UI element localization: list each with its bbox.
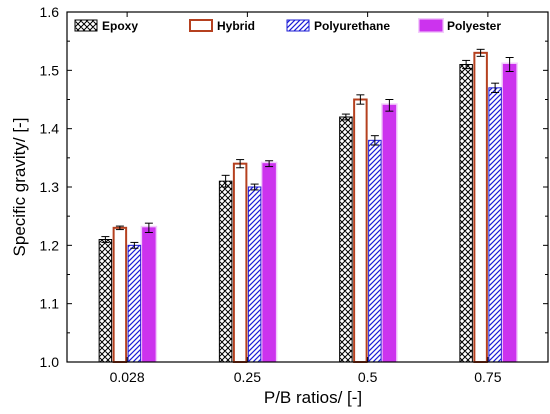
legend-label: Polyester	[447, 19, 501, 33]
x-tick-label: 0.25	[234, 369, 261, 385]
bar-epoxy-3	[459, 64, 473, 363]
legend-label: Epoxy	[102, 19, 138, 33]
error-bar-epoxy-2	[341, 113, 350, 121]
y-tick-label: 1.4	[40, 121, 60, 137]
bar-hybrid-3	[473, 51, 488, 363]
error-bar-polyester-1	[265, 160, 274, 168]
error-bar-polyurethane-3	[491, 82, 500, 93]
legend-item-polyester: Polyester	[418, 18, 501, 33]
error-bar-hybrid-3	[476, 48, 485, 57]
legend-swatch	[286, 19, 310, 32]
error-bar-polyurethane-2	[370, 135, 379, 146]
bar-polyester-3	[502, 64, 517, 363]
error-bar-epoxy-3	[462, 59, 471, 70]
bar-polyurethane-0	[127, 244, 142, 363]
legend-item-hybrid: Hybrid	[189, 19, 255, 33]
error-bar-polyester-2	[385, 99, 394, 112]
x-tick-label: 0.5	[358, 369, 378, 385]
x-tick-label: 0.75	[474, 369, 501, 385]
bar-polyester-2	[382, 104, 397, 363]
y-tick-label: 1.1	[40, 296, 60, 312]
legend-swatch	[419, 19, 443, 32]
error-bar-polyurethane-0	[130, 241, 139, 249]
bar-epoxy-0	[98, 239, 113, 363]
bar-epoxy-2	[339, 116, 353, 363]
y-tick-label: 1.6	[40, 4, 60, 20]
legend-label: Hybrid	[217, 19, 255, 33]
y-tick-label: 1.0	[40, 354, 60, 370]
error-bar-hybrid-0	[115, 225, 124, 231]
ticks-layer: 0.028 0.25 0.5 0.75 1.0 1.1 1.2 1.3 1.4 1.5 1.6	[40, 4, 548, 385]
bar-polyurethane-1	[247, 186, 262, 363]
legend-item-epoxy: Epoxy	[74, 19, 138, 33]
bar-polyester-1	[262, 163, 276, 363]
y-tick-label: 1.3	[40, 179, 60, 195]
error-bars-layer	[101, 48, 514, 249]
error-bar-polyurethane-1	[250, 183, 259, 191]
y-axis-title: Specific gravity/ [-]	[10, 118, 29, 257]
error-bar-polyester-0	[144, 222, 153, 233]
legend: Epoxy Hybrid Polyurethane Polyester	[74, 18, 501, 33]
legend-label: Polyurethane	[314, 19, 390, 33]
y-tick-label: 1.5	[40, 62, 60, 78]
error-bar-polyester-3	[505, 57, 514, 72]
bars-layer	[98, 51, 518, 363]
error-bar-epoxy-1	[221, 174, 230, 188]
legend-item-polyurethane: Polyurethane	[286, 19, 390, 33]
bar-hybrid-0	[112, 226, 128, 363]
bar-epoxy-1	[218, 180, 233, 363]
error-bar-hybrid-2	[356, 94, 365, 105]
bar-polyurethane-3	[488, 87, 502, 363]
bar-hybrid-2	[353, 98, 368, 363]
bar-polyurethane-2	[368, 139, 382, 363]
y-tick-label: 1.2	[40, 237, 60, 253]
x-axis-title: P/B ratios/ [-]	[264, 388, 362, 407]
error-bar-hybrid-1	[236, 159, 245, 169]
bar-polyester-0	[142, 227, 156, 363]
bar-hybrid-1	[232, 162, 248, 363]
x-tick-label: 0.028	[110, 369, 145, 385]
legend-swatch	[189, 19, 213, 32]
legend-swatch	[74, 19, 98, 32]
error-bar-epoxy-0	[101, 236, 110, 243]
